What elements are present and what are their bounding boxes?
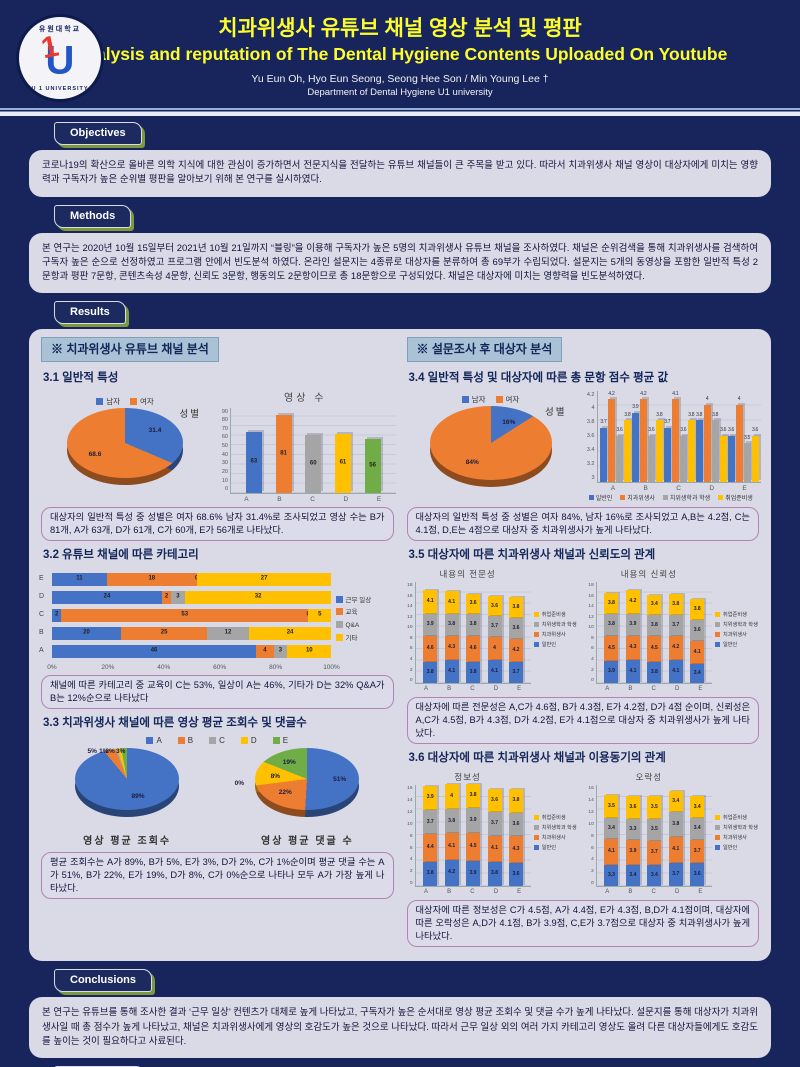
heading-3-6: 3.6 대상자에 따른 치과위생사 채널과 이용동기의 관계 (408, 752, 666, 765)
conclusions-text: 본 연구는 유튜브를 통해 조사한 결과 ‘근무 일상’ 컨텐츠가 대체로 높게… (42, 1007, 758, 1047)
category-stacked-bar-chart: E1118027D242332C25305B20251224A4643100%2… (39, 568, 396, 672)
caption-3-4: 대상자의 일반적 특성 중 성별은 여자 84%, 남자 16%로 조사되었고 … (406, 507, 759, 542)
heading-3-5: 3.5 대상자에 따른 치과위생사 채널과 신뢰도의 관계 (408, 549, 656, 562)
poster-title-korean: 치과위생사 유튜브 채널 영상 분석 및 평판 (218, 17, 582, 40)
methods-text: 본 연구는 2020년 10월 15일부터 2021년 10월 21일까지 “블… (42, 242, 758, 283)
poster-title-english: Analysis and reputation of The Dental Hy… (72, 44, 728, 64)
methods-box: 본 연구는 2020년 10월 15일부터 2021년 10월 21일까지 “블… (29, 232, 771, 294)
video-count-bar-chart: 영상 수 90 80 70 60 50 40 30 20 10 0 63 81 60 61 56 A B C D E (215, 391, 396, 505)
results-box: ※ 치과위생사 유튜브 채널 분석 3.1 일반적 특성 남자 여자 성별 31.4 6… (29, 329, 771, 962)
caption-3-3: 평균 조회수는 A가 89%, B가 5%, E가 3%, D가 2%, C가 … (41, 852, 394, 900)
methods-tab: Methods (54, 204, 132, 228)
logo-u-glyph: U (45, 38, 75, 83)
entertainment-stacked-chart: 오락성 16 14 12 10 8 6 4 2 0 3.3 4.1 3.4 3.5 3.4 3.9 3.3 3.6… (588, 771, 758, 896)
conclusions-tab: Conclusions (54, 969, 153, 993)
results-right-column: ※ 설문조사 후 대상자 분석 3.4 일반적 특성 및 대상자에 따른 총 문… (405, 337, 761, 953)
caption-3-5: 대상자에 따른 전문성은 A,C가 4.6점, B가 4.3점, E가 4.2점… (406, 697, 759, 745)
right-column-header: ※ 설문조사 후 대상자 분석 (406, 337, 563, 363)
results-left-column: ※ 치과위생사 유튜브 채널 분석 3.1 일반적 특성 남자 여자 성별 31.4 6… (39, 337, 396, 953)
informativeness-stacked-chart: 정보성 16 14 12 10 8 6 4 2 0 3.8 4.4 3.7 3.9 4.2 4.1 3.8 4 3.… (407, 771, 577, 896)
heading-3-3: 3.3 치과위생사 채널에 따른 영상 평균 조회수 및 댓글수 (43, 716, 307, 729)
logo-one-glyph: 1 (38, 29, 62, 66)
gender-pie-chart-left: 남자 여자 성별 31.4 68.6 (39, 396, 211, 499)
avg-views-pie-chart: 89% 5% 1% 2% 3% 영상 평균 조회수 (39, 747, 215, 849)
poster-header: 유원대학교 U 1 U 1 UNIVERSITY 치과위생사 유튜브 채널 영상… (0, 0, 800, 104)
department-line: Department of Dental Hygiene U1 universi… (307, 87, 493, 98)
header-divider (0, 108, 800, 116)
reliability-stacked-chart: 내용의 신뢰성 18 16 14 12 10 8 6 4 2 0 3.9 4.5 3.8 3.8 4.1 4.3… (588, 568, 758, 693)
authors-line: Yu Eun Oh, Hyo Eun Seong, Seong Hee Son … (251, 73, 549, 85)
university-seal-logo: 유원대학교 U 1 U 1 UNIVERSITY (16, 14, 104, 102)
heading-3-4: 3.4 일반적 특성 및 대상자에 따른 총 문항 점수 평균 값 (408, 372, 669, 385)
objectives-tab: Objectives (54, 122, 142, 145)
professionalism-stacked-chart: 내용의 전문성 18 16 14 12 10 8 6 4 2 0 3.8 4.6 3.9 4.1 4.1 4.3… (407, 568, 577, 693)
heading-3-2: 3.2 유튜브 채널에 따른 카테고리 (43, 549, 199, 562)
caption-3-2: 채널에 따른 카테고리 중 교육이 C는 53%, 일상이 A는 46%, 기타… (41, 674, 394, 709)
left-column-header: ※ 치과위생사 유튜브 채널 분석 (41, 337, 219, 363)
caption-3-6: 대상자에 따른 정보성은 C가 4.5점, A가 4.4점, E가 4.3점, … (406, 900, 759, 948)
avg-comments-pie-chart: 51% 22% 0% 8% 19% 영상 평균 댓글 수 (219, 747, 395, 849)
logo-english-name: U 1 UNIVERSITY (31, 86, 89, 92)
objectives-box: 코로나19의 확산으로 올바른 의학 지식에 대한 관심이 증가하면서 전문지식… (29, 150, 771, 197)
score-grouped-bar-chart: 4.2 4 3.8 3.6 3.4 3.2 3 3.7 4.2 3.6 3.8 3.9 4.2 3.6 3.… (581, 390, 761, 505)
results-tab: Results (54, 301, 126, 325)
objectives-text: 코로나19의 확산으로 올바른 의학 지식에 대한 관심이 증가하면서 전문지식… (42, 160, 758, 186)
gender-pie-chart-right: 남자 여자 성별 16% 84% (405, 394, 577, 500)
heading-3-1: 3.1 일반적 특성 (43, 372, 119, 385)
conclusions-box: 본 연구는 유튜브를 통해 조사한 결과 ‘근무 일상’ 컨텐츠가 대체로 높게… (29, 997, 771, 1059)
caption-3-1: 대상자의 일반적 특성 중 성별은 여자 68.6% 남자 31.4%로 조사되… (41, 507, 394, 542)
logo-korean-name: 유원대학교 (38, 26, 82, 33)
